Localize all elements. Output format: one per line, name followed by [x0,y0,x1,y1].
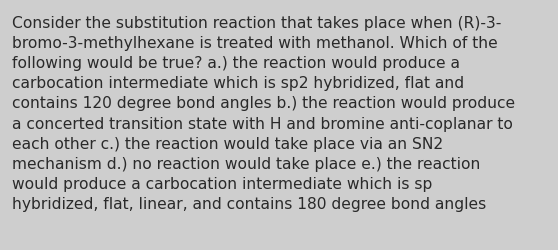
Text: Consider the substitution reaction that takes place when (R)-3-
bromo-3-methylhe: Consider the substitution reaction that … [12,16,516,211]
